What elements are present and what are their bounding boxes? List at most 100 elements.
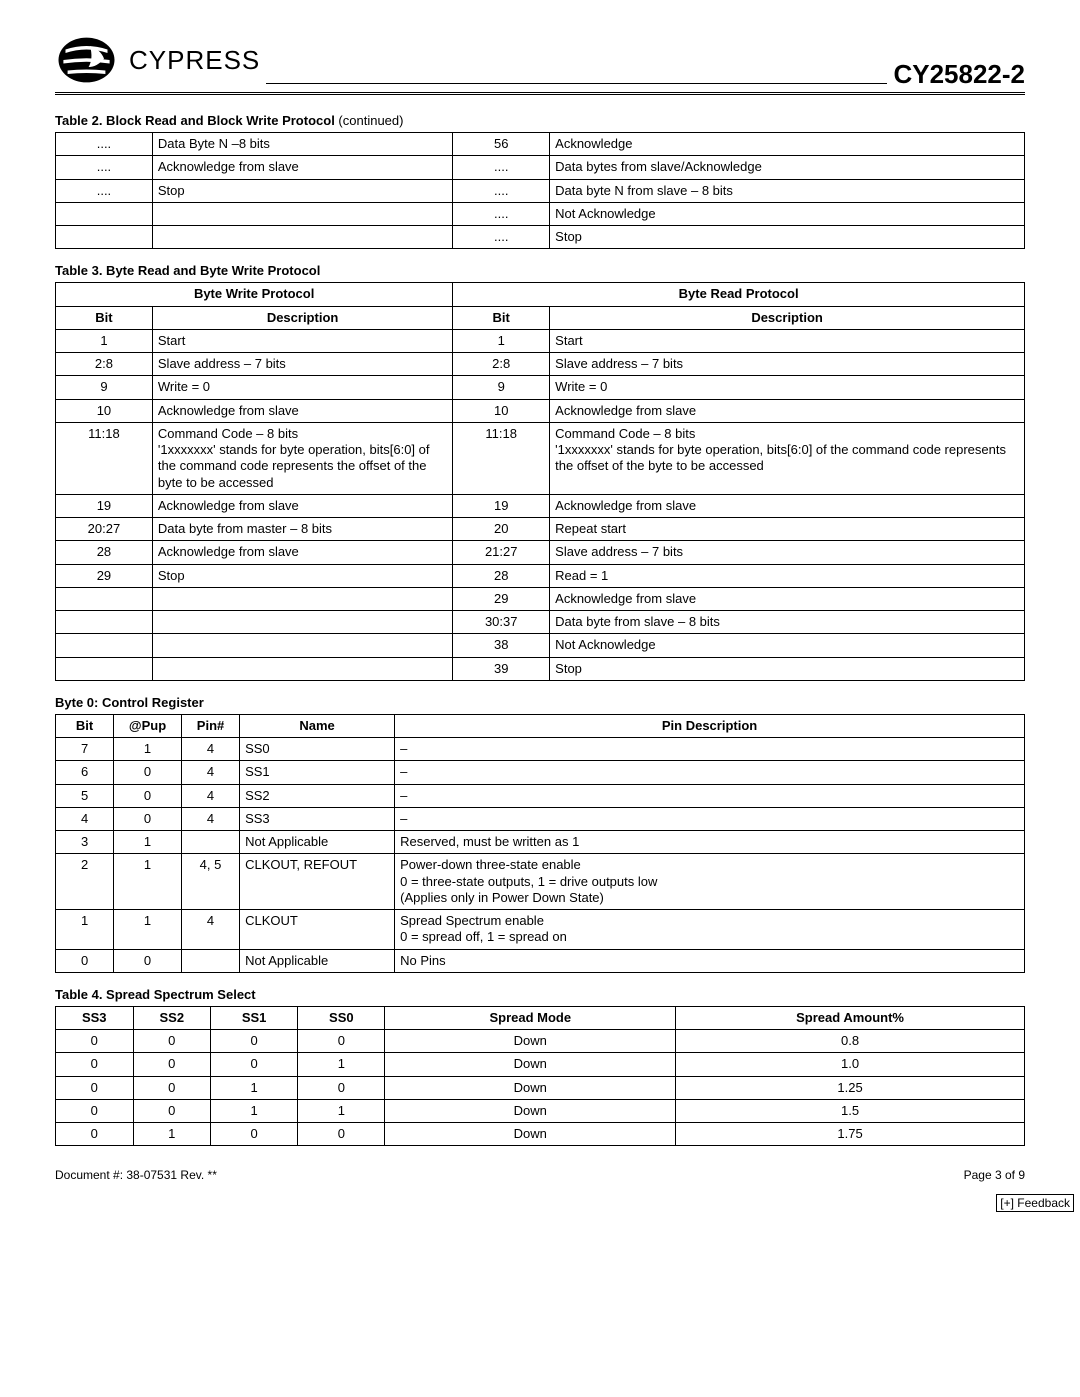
table-cell: 0 [114, 949, 182, 972]
table-cell [181, 831, 239, 854]
table-cell: Repeat start [550, 518, 1025, 541]
table-cell: 1 [114, 831, 182, 854]
table-row: 20:27Data byte from master – 8 bits20Rep… [56, 518, 1025, 541]
table-cell: 0 [56, 949, 114, 972]
table-cell: Stop [152, 179, 452, 202]
table-cell: Slave address – 7 bits [152, 353, 452, 376]
table-cell: Acknowledge [550, 133, 1025, 156]
table-row: 404SS3– [56, 807, 1025, 830]
table-cell: 0 [114, 784, 182, 807]
table-row: 504SS2– [56, 784, 1025, 807]
table-header: Description [550, 306, 1025, 329]
table-row: 00Not ApplicableNo Pins [56, 949, 1025, 972]
table-cell: Stop [550, 226, 1025, 249]
table-cell [152, 226, 452, 249]
table-cell: 1.5 [676, 1099, 1025, 1122]
table-cell: 1 [56, 910, 114, 950]
table-cell: Read = 1 [550, 564, 1025, 587]
table-cell: 1 [211, 1076, 298, 1099]
table-header: Spread Mode [385, 1006, 676, 1029]
table-cell: Command Code – 8 bits '1xxxxxxx' stands … [152, 422, 452, 494]
table-header: SS1 [211, 1006, 298, 1029]
table-row: 214, 5CLKOUT, REFOUTPower-down three-sta… [56, 854, 1025, 910]
table-cell: – [395, 807, 1025, 830]
table-row: ....Acknowledge from slave....Data bytes… [56, 156, 1025, 179]
table-cell [152, 657, 452, 680]
table-cell: 4, 5 [181, 854, 239, 910]
table-cell: 1 [114, 738, 182, 761]
cypress-logo-icon [55, 30, 125, 90]
table-row: 10Acknowledge from slave10Acknowledge fr… [56, 399, 1025, 422]
table-cell: .... [56, 133, 153, 156]
table-cell: 1 [56, 329, 153, 352]
table-cell: Reserved, must be written as 1 [395, 831, 1025, 854]
table-row: 30:37Data byte from slave – 8 bits [56, 611, 1025, 634]
table-cell: .... [56, 179, 153, 202]
table-cell: 0 [56, 1076, 134, 1099]
table-header: SS3 [56, 1006, 134, 1029]
page-footer: Document #: 38-07531 Rev. ** Page 3 of 9 [55, 1168, 1025, 1182]
table-cell: 1 [211, 1099, 298, 1122]
table-cell: 7 [56, 738, 114, 761]
table-row: 1Start1Start [56, 329, 1025, 352]
table-cell: – [395, 738, 1025, 761]
table-cell: Stop [550, 657, 1025, 680]
header-rule [266, 83, 887, 84]
table-cell: 4 [181, 784, 239, 807]
table-cell: 0 [114, 761, 182, 784]
table-cell: 0 [56, 1123, 134, 1146]
table-row: 28Acknowledge from slave21:27Slave addre… [56, 541, 1025, 564]
table-cell: 19 [56, 494, 153, 517]
table-row: 31 Not ApplicableReserved, must be writte… [56, 831, 1025, 854]
table-cell: 4 [181, 761, 239, 784]
table-cell: 0 [211, 1123, 298, 1146]
table-row: 114CLKOUTSpread Spectrum enable 0 = spre… [56, 910, 1025, 950]
table-row: 29Stop28Read = 1 [56, 564, 1025, 587]
table-row: 38Not Acknowledge [56, 634, 1025, 657]
table2-title: Table 2. Block Read and Block Write Prot… [55, 113, 1025, 128]
table-cell: Acknowledge from slave [550, 587, 1025, 610]
table-cell [152, 587, 452, 610]
footer-page: Page 3 of 9 [964, 1168, 1025, 1182]
table-row: 0000Down0.8 [56, 1030, 1025, 1053]
table-row: 19Acknowledge from slave19Acknowledge fr… [56, 494, 1025, 517]
table-cell: Spread Spectrum enable 0 = spread off, 1… [395, 910, 1025, 950]
table-cell: .... [453, 202, 550, 225]
table2-title-text: Table 2. Block Read and Block Write Prot… [55, 113, 335, 128]
table-cell: 4 [56, 807, 114, 830]
table-cell: 20:27 [56, 518, 153, 541]
table-cell: 4 [181, 910, 239, 950]
table-row: 0010Down1.25 [56, 1076, 1025, 1099]
table-cell: Data byte N from slave – 8 bits [550, 179, 1025, 202]
feedback-link[interactable]: [+] Feedback [996, 1194, 1074, 1212]
table-cell: 2 [56, 854, 114, 910]
table-row: 0100Down1.75 [56, 1123, 1025, 1146]
table-cell [152, 634, 452, 657]
table-cell: Slave address – 7 bits [550, 541, 1025, 564]
table-cell [152, 202, 452, 225]
table-cell: Power-down three-state enable 0 = three-… [395, 854, 1025, 910]
table-cell [56, 611, 153, 634]
table-cell: 11:18 [453, 422, 550, 494]
table-cell: 38 [453, 634, 550, 657]
table-cell: .... [453, 226, 550, 249]
table-cell: Acknowledge from slave [550, 494, 1025, 517]
table-cell: Not Applicable [240, 831, 395, 854]
table-cell: 20 [453, 518, 550, 541]
table-cell: Acknowledge from slave [152, 156, 452, 179]
table-cell: Stop [152, 564, 452, 587]
table-cell: 0 [133, 1076, 211, 1099]
byte0-title: Byte 0: Control Register [55, 695, 1025, 710]
table-header: Description [152, 306, 452, 329]
table-cell: Data bytes from slave/Acknowledge [550, 156, 1025, 179]
table-cell: 3 [56, 831, 114, 854]
table-cell: SS2 [240, 784, 395, 807]
table-cell: Data Byte N –8 bits [152, 133, 452, 156]
table-cell: Start [152, 329, 452, 352]
logo-text: CYPRESS [129, 45, 260, 76]
table-cell: 1 [114, 910, 182, 950]
table2-continued: (continued) [335, 113, 404, 128]
table-row: 0011Down1.5 [56, 1099, 1025, 1122]
table-cell: – [395, 784, 1025, 807]
table-header: Spread Amount% [676, 1006, 1025, 1029]
